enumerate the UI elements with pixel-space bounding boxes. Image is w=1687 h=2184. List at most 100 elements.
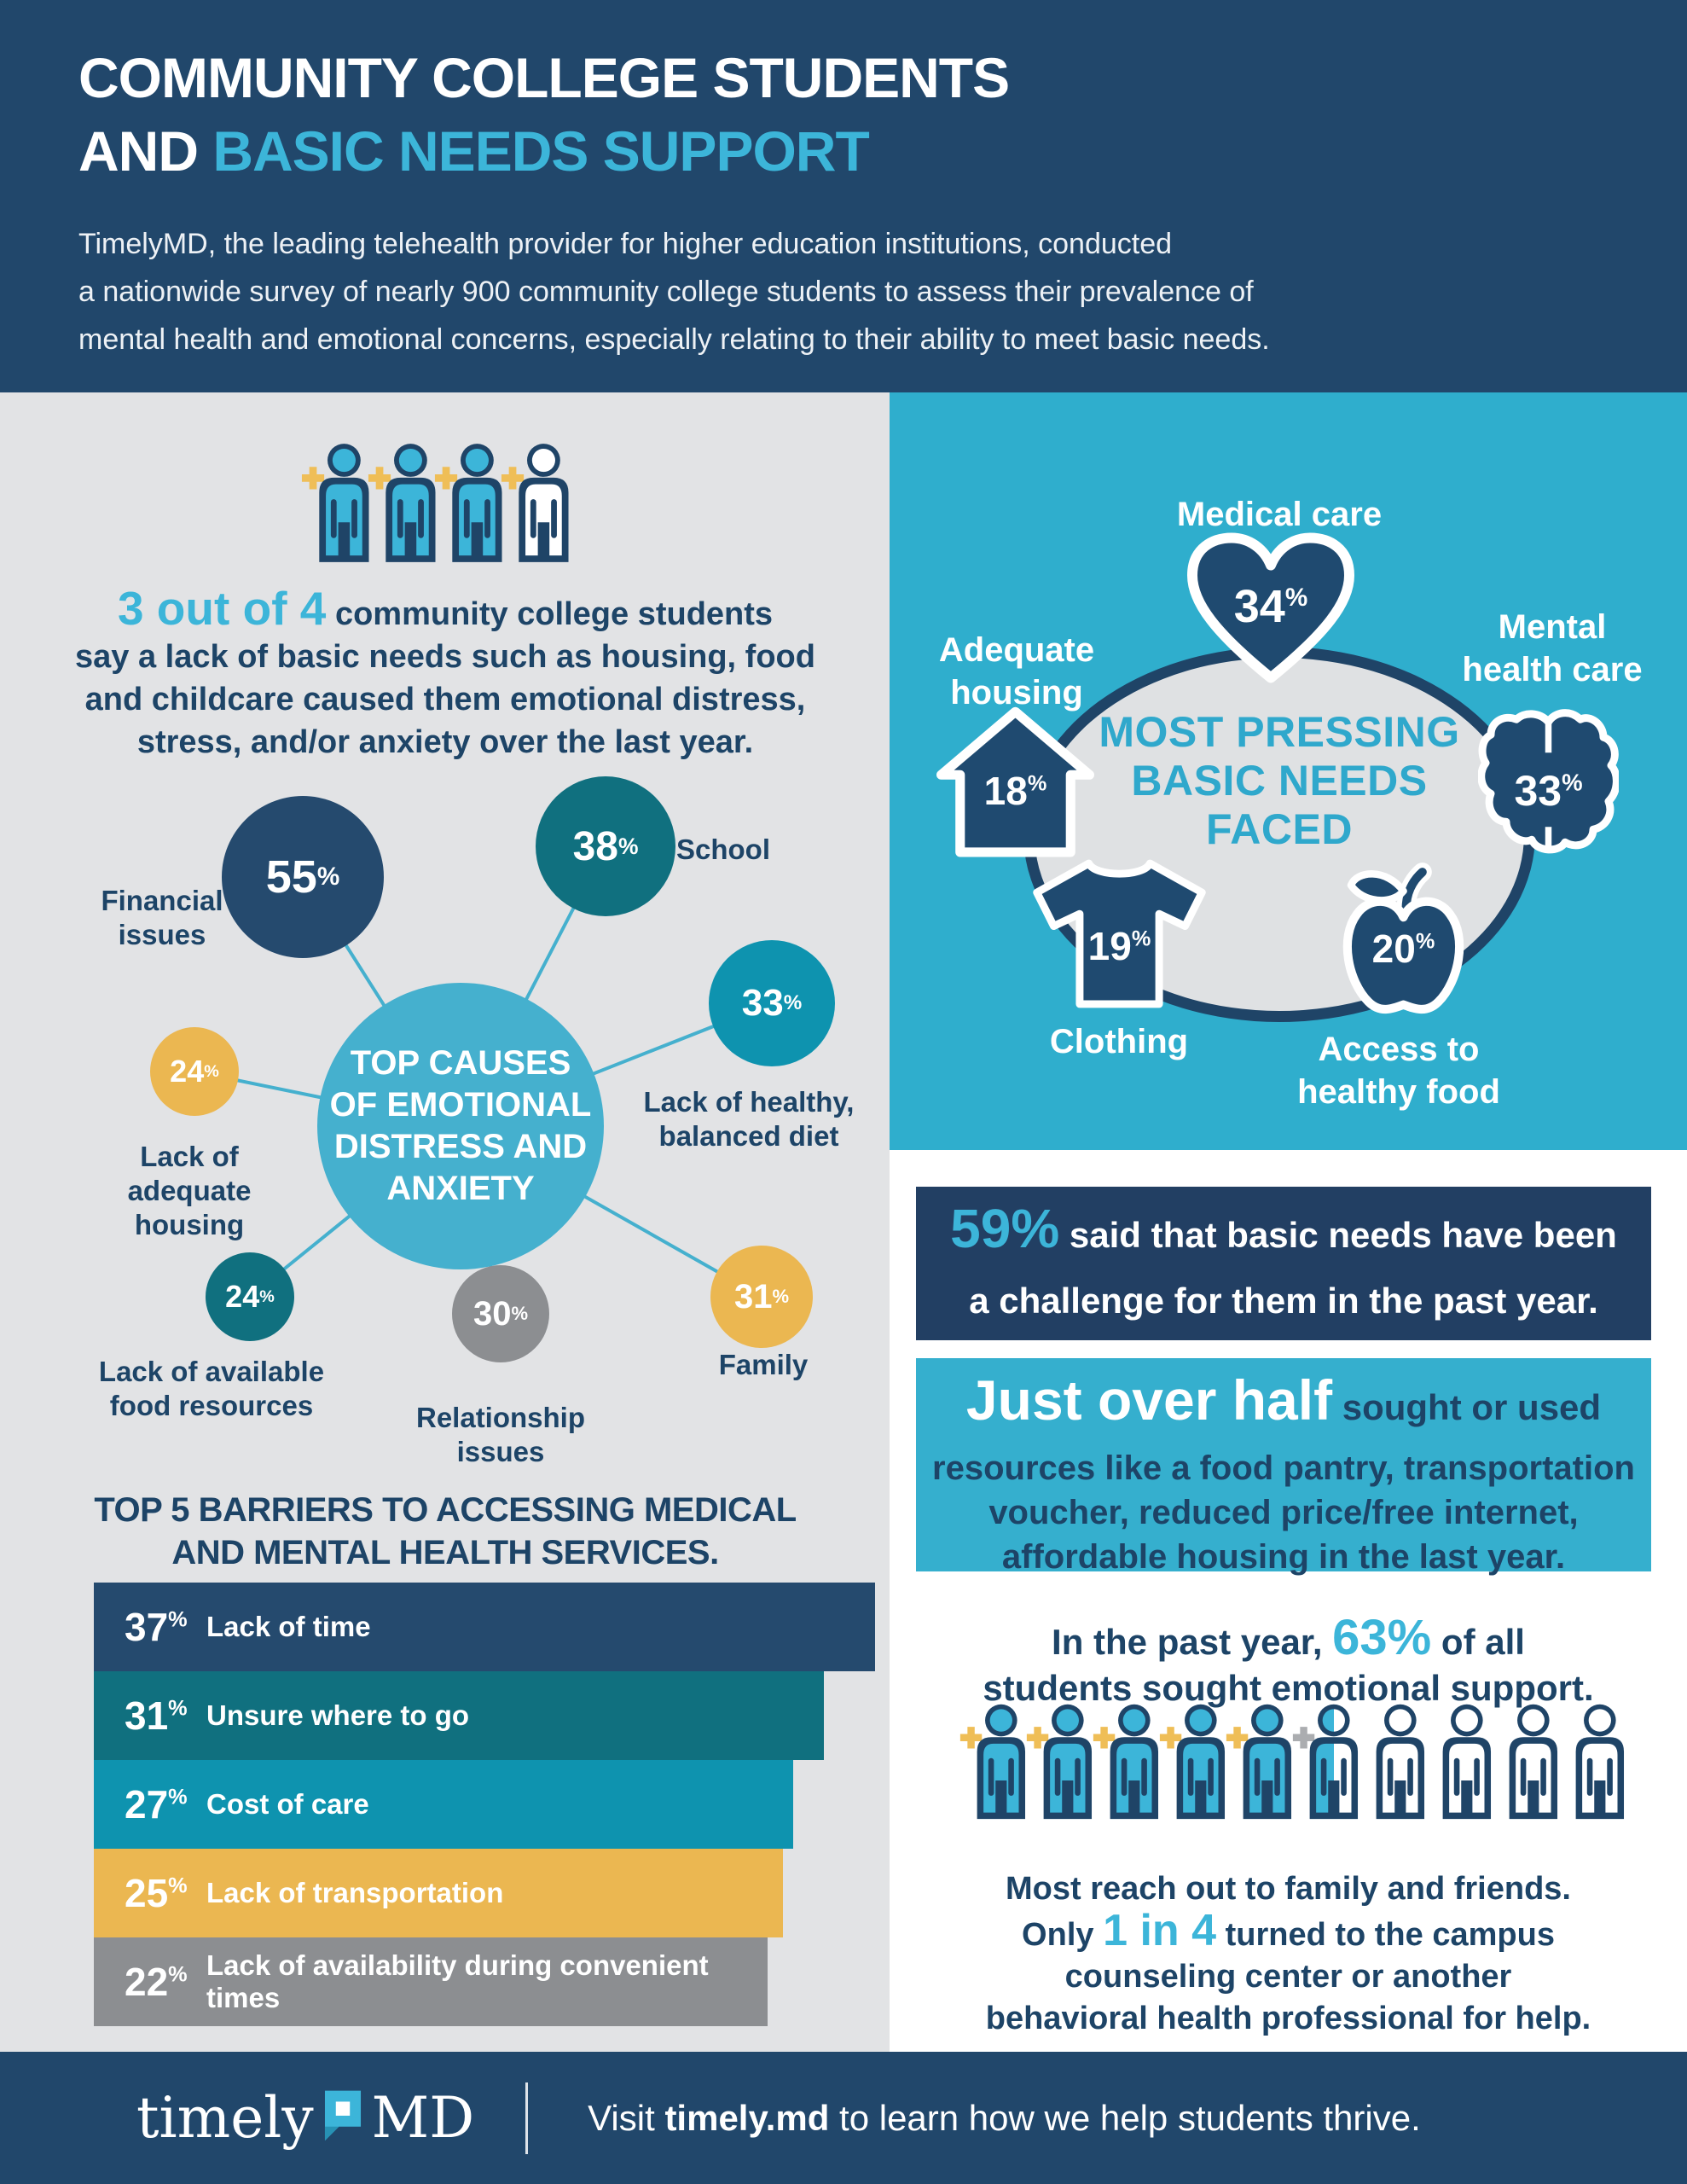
bubble-value: 38 [572,823,618,869]
bar-cost-of-care: 27% Cost of care [94,1760,793,1849]
bar-label: Unsure where to go [206,1699,470,1731]
need-value: 19 [1087,924,1132,968]
person-half-filled-icon [1292,1704,1359,1820]
bar-value: 22 [125,1960,169,2004]
bubble-label-relationship: Relationship issues [415,1402,586,1467]
header-band: COMMUNITY COLLEGE STUDENTS AND BASIC NEE… [0,0,1687,392]
bubble-diet: 33% [709,940,835,1066]
three-of-four-pictogram [300,440,583,565]
bar-transportation: 25% Lack of transportation [94,1849,783,1937]
percent-sign: % [168,1696,188,1721]
title-line2-accent: BASIC NEEDS SUPPORT [212,119,869,183]
bubble-financial-issues: 55% [222,796,384,958]
support-line2: students sought emotional support. [983,1668,1594,1708]
bar-label: Lack of transportation [206,1877,504,1908]
top-causes-title: TOP CAUSES OF EMOTIONAL DISTRESS AND ANX… [329,1044,592,1207]
challenge-line1: said that basic needs have been [1059,1215,1617,1255]
support-line1-pre: In the past year, [1052,1622,1333,1662]
bar-label: Lack of availability during convenient t… [206,1949,709,2013]
percent-sign: % [168,1785,188,1809]
percent-sign: % [1027,771,1047,796]
three-of-four-highlight: 3 out of 4 [117,582,327,635]
challenge-line2: a challenge for them in the past year. [969,1281,1598,1321]
percent-sign: % [617,833,639,859]
timelymd-logo: timely MD [136,2085,474,2151]
percent-sign: % [316,863,340,891]
bubble-label-financial: Financial issues [101,885,223,950]
bubble-value: 55 [265,851,317,903]
header-subtitle: TimelyMD, the leading telehealth provide… [78,228,1270,356]
pressing-needs-title: MOST PRESSING BASIC NEEDS FACED [1099,708,1460,853]
challenge-box: 59% said that basic needs have been a ch… [916,1187,1651,1340]
top-causes-center-bubble: TOP CAUSES OF EMOTIONAL DISTRESS AND ANX… [317,983,604,1269]
need-value: 33 [1514,767,1562,815]
page-title-line1: COMMUNITY COLLEGE STUDENTS [78,46,1010,109]
resources-line2: resources like a food pantry, transporta… [932,1449,1635,1487]
support-line1-post: of all [1431,1622,1525,1662]
logo-timely-text: timely [136,2085,314,2151]
need-value: 20 [1371,926,1416,971]
bar-label: Cost of care [206,1788,369,1820]
value-adequate-housing: 18% [936,768,1094,814]
apple-icon [1342,863,1464,1014]
value-clothing: 19% [1028,923,1211,969]
percent-sign: % [204,1061,219,1081]
person-empty-icon [501,444,569,562]
footer-text: Visit timely.md to learn how we help stu… [588,2098,1421,2139]
resources-box: Just over half sought or used resources … [916,1358,1651,1576]
percent-sign: % [259,1287,275,1306]
three-of-four-statement: 3 out of 4 community college students sa… [53,585,838,764]
statement-line3: and childcare caused them emotional dist… [84,682,806,717]
challenge-highlight: 59% [950,1198,1060,1259]
resources-line4: affordable housing in the last year. [1001,1538,1566,1576]
note-line2-post: turned to the campus [1216,1917,1555,1953]
percent-sign: % [511,1303,529,1324]
need-value: 34 [1233,581,1285,632]
note-line4: behavioral health professional for help. [985,2001,1591,2036]
bubble-relationship: 30% [452,1265,549,1362]
note-line2-pre: Only [1022,1917,1104,1953]
resources-line1: sought or used [1332,1387,1602,1427]
support-pictogram [959,1701,1638,1821]
bubble-school: 38% [536,776,675,916]
percent-sign: % [1131,926,1151,951]
percent-sign: % [772,1286,790,1307]
bubble-value: 30 [472,1294,512,1333]
bubble-food-resources: 24% [206,1252,294,1341]
bubble-housing: 24% [150,1027,239,1116]
bubble-value: 33 [741,982,784,1024]
label-clothing: Clothing [1049,1023,1189,1060]
brain-icon [1478,709,1619,854]
percent-sign: % [168,1873,188,1898]
statement-line1: community college students [326,596,774,632]
bar-unsure-where: 31% Unsure where to go [94,1671,824,1760]
label-mental-health: Mental health care [1462,608,1643,688]
value-mental-health: 33% [1478,766,1619,816]
bar-value: 37 [125,1605,169,1649]
page-title-line2: AND BASIC NEEDS SUPPORT [78,114,870,188]
support-highlight: 63% [1332,1610,1432,1665]
statement-line2: say a lack of basic needs such as housin… [75,639,815,675]
footer-text-pre: Visit [588,2097,665,2138]
bar-value: 25 [125,1871,169,1915]
footer-link-text[interactable]: timely.md [664,2097,830,2138]
bar-label: Lack of time [206,1611,371,1642]
percent-sign: % [168,1962,188,1987]
percent-sign: % [1415,929,1435,954]
bubble-label-diet: Lack of healthy, balanced diet [643,1086,855,1152]
barriers-title: TOP 5 BARRIERS TO ACCESSING MEDICAL AND … [94,1491,797,1571]
bar-value: 27 [125,1782,169,1827]
bubble-label-housing: Lack of adequate housing [127,1141,252,1240]
note-line3: counseling center or another [1064,1959,1512,1995]
bubble-label-school: School [675,834,770,865]
resources-highlight: Just over half [965,1368,1333,1432]
person-empty-icon [1575,1704,1625,1820]
bubble-value: 24 [225,1279,260,1314]
title-line2-prefix: AND [78,119,213,183]
statement-line4: stress, and/or anxiety over the last yea… [136,724,754,760]
note-line1: Most reach out to family and friends. [1006,1871,1571,1907]
label-medical-care: Medical care [1176,496,1383,533]
note-highlight: 1 in 4 [1103,1906,1217,1955]
value-medical-care: 34% [1186,580,1356,633]
